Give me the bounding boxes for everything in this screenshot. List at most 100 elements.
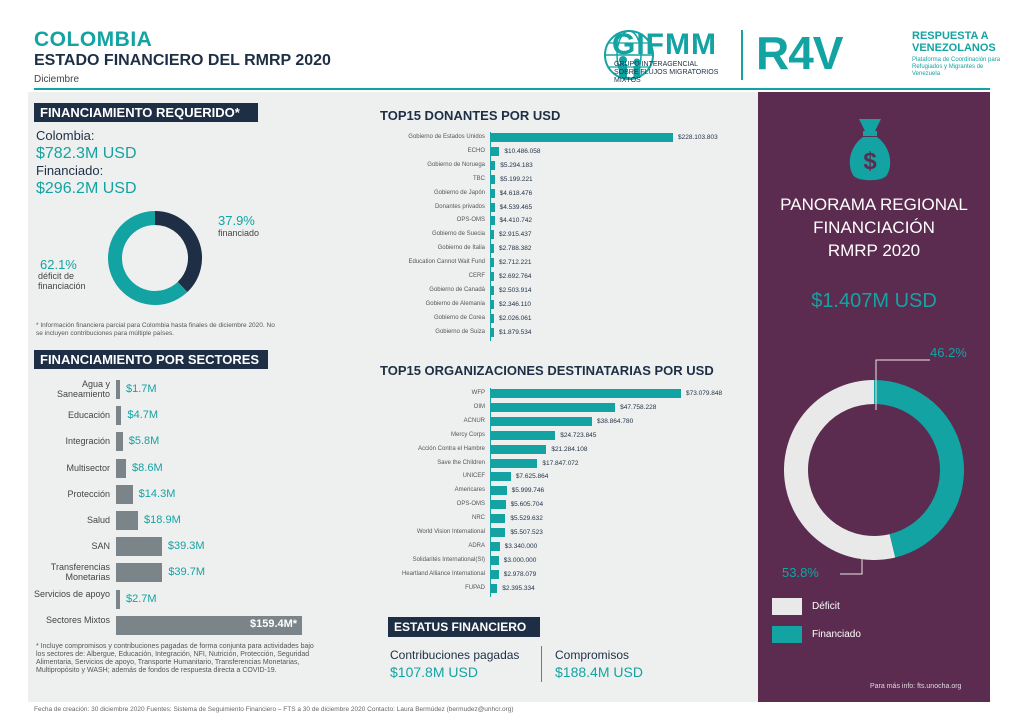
- donor-bar: [491, 160, 496, 170]
- donor-bar: [491, 285, 494, 295]
- donor-value: $228.103.803: [678, 134, 718, 141]
- org-value: $5.529.632: [510, 515, 543, 523]
- r4v-title: RESPUESTA A VENEZOLANOS: [912, 30, 996, 54]
- org-value: $3.000.000: [503, 556, 537, 564]
- sector-label: Integración: [65, 436, 110, 447]
- sector-value: $5.8M: [128, 435, 160, 448]
- org-bar: [491, 569, 499, 579]
- org-bar: [491, 444, 547, 454]
- sector-bar: [116, 589, 120, 609]
- org-value: $21.284.108: [551, 445, 588, 453]
- sectores-heading: FINANCIAMIENTO POR SECTORES: [34, 350, 268, 369]
- org-value: $3.340.000: [504, 542, 538, 550]
- regional-funding-donut: [784, 380, 964, 560]
- sector-label: Agua y Saneamiento: [56, 379, 110, 399]
- header-divider: [34, 88, 990, 90]
- svg-text:$: $: [863, 148, 877, 175]
- donor-value: $4.410.742: [499, 217, 533, 225]
- org-label: FUPAD: [465, 584, 485, 591]
- panorama-value: $1.407M USD: [811, 290, 937, 312]
- org-label: Heartland Alliance International: [401, 570, 485, 577]
- org-value: $73.079.848: [686, 390, 723, 397]
- requerido-footnote: * Información financiera parcial para Co…: [36, 322, 275, 337]
- org-label: ADRA: [468, 542, 485, 549]
- org-bar: [491, 541, 500, 551]
- org-label: NRC: [472, 515, 485, 522]
- sector-value: $39.7M: [168, 566, 206, 579]
- regional-pct-deficit: 53.8%: [782, 565, 819, 580]
- donor-label: Gobierno de Suecia: [431, 231, 485, 238]
- donor-value: $5.199.221: [500, 175, 533, 183]
- org-bar: [491, 416, 593, 426]
- org-bar: [491, 472, 511, 482]
- panorama-title: PANORAMA REGIONAL FINANCIACIÓN RMRP 2020: [770, 193, 978, 262]
- organizaciones-heading: TOP15 ORGANIZACIONES DESTINATARIAS POR U…: [380, 363, 714, 378]
- donor-label: Gobierno de Suiza: [435, 328, 485, 335]
- colombia-pct-financiado-label: financiado: [218, 228, 260, 238]
- donor-label: CERF: [468, 273, 485, 279]
- donor-label: ECHO: [467, 147, 485, 154]
- donor-axis: [490, 132, 491, 341]
- report-month: Diciembre: [34, 74, 80, 85]
- donor-label: Gobierno de Italia: [437, 245, 485, 252]
- panorama-title-line3: RMRP 2020: [827, 241, 921, 260]
- page-subtitle: ESTADO FINANCIERO DEL RMRP 2020: [34, 52, 331, 69]
- legend-financiado-swatch: [772, 626, 802, 643]
- financiado-value: $296.2M USD: [36, 180, 137, 197]
- sector-value: $4.7M: [127, 409, 159, 422]
- sector-value: $2.7M: [126, 592, 157, 605]
- logo-separator: [741, 30, 743, 80]
- colombia-pct-financiado: 37.9%: [218, 213, 255, 228]
- org-label: Americares: [454, 487, 485, 494]
- sector-bar: [116, 537, 162, 557]
- financiado-label: Financiado:: [36, 163, 104, 178]
- org-label: Solidarités International(SI): [412, 556, 485, 563]
- donor-bar: [491, 244, 494, 254]
- colombia-pct-deficit: 62.1%: [40, 257, 77, 272]
- legend-deficit-swatch: [772, 598, 802, 615]
- sector-value: $8.6M: [132, 461, 163, 474]
- sector-label: Transferencias Monetarias: [50, 562, 110, 583]
- sector-bar: [116, 484, 133, 504]
- donor-bar: [491, 202, 495, 212]
- org-label: Mercy Corps: [450, 431, 485, 438]
- org-value: $5.605.704: [510, 501, 544, 509]
- org-bar: [491, 389, 681, 398]
- estatus-separator: [541, 646, 542, 682]
- donor-label: Gobierno de Noruega: [427, 161, 485, 168]
- org-bar: [491, 514, 506, 524]
- donor-label: Gobierno de Estados Unidos: [408, 134, 485, 140]
- donor-label: OPS-OMS: [456, 217, 485, 224]
- sector-label: Protección: [67, 488, 110, 499]
- donor-value: $2.346.110: [499, 300, 532, 308]
- donor-value: $4.539.465: [499, 203, 533, 211]
- regional-deficit-slice: [784, 380, 896, 560]
- sector-label: Educación: [67, 410, 110, 421]
- more-info-link[interactable]: Para más info: fts.unocha.org: [870, 683, 962, 690]
- donor-value: $2.692.764: [499, 273, 532, 280]
- org-label: OIM: [473, 403, 485, 410]
- sector-bar: [116, 563, 163, 583]
- donor-value: $2.788.382: [499, 245, 532, 253]
- legend-deficit-label: Déficit: [812, 601, 840, 612]
- org-value: $47.758.228: [620, 403, 657, 411]
- org-bar: [491, 402, 616, 412]
- compromisos-value: $188.4M USD: [555, 664, 643, 680]
- donor-label: Gobierno de Japón: [433, 189, 485, 196]
- panorama-title-line1: PANORAMA REGIONAL: [780, 195, 968, 214]
- colombia-funding-donut: [108, 211, 202, 305]
- colombia-value: $782.3M USD: [36, 145, 137, 162]
- sector-label: SAN: [91, 541, 110, 552]
- org-label: World Vision International: [416, 529, 485, 535]
- sectores-footnote: * Incluye compromisos y contribuciones p…: [36, 643, 314, 674]
- org-label: ACNUR: [463, 417, 485, 424]
- sector-value: $14.3M: [138, 487, 176, 500]
- page-title: COLOMBIA: [34, 28, 153, 51]
- r4v-description: Plataforma de Coordinación para Refugiad…: [912, 57, 1001, 77]
- regional-pct-financiado: 46.2%: [930, 345, 967, 360]
- sector-label: Sectores Mixtos: [45, 614, 110, 625]
- donor-value: $2.503.914: [499, 286, 532, 294]
- donor-bar: [491, 230, 494, 240]
- footer-credits: Fecha de creación: 30 diciembre 2020 Fue…: [34, 706, 514, 713]
- donor-bar: [491, 258, 494, 268]
